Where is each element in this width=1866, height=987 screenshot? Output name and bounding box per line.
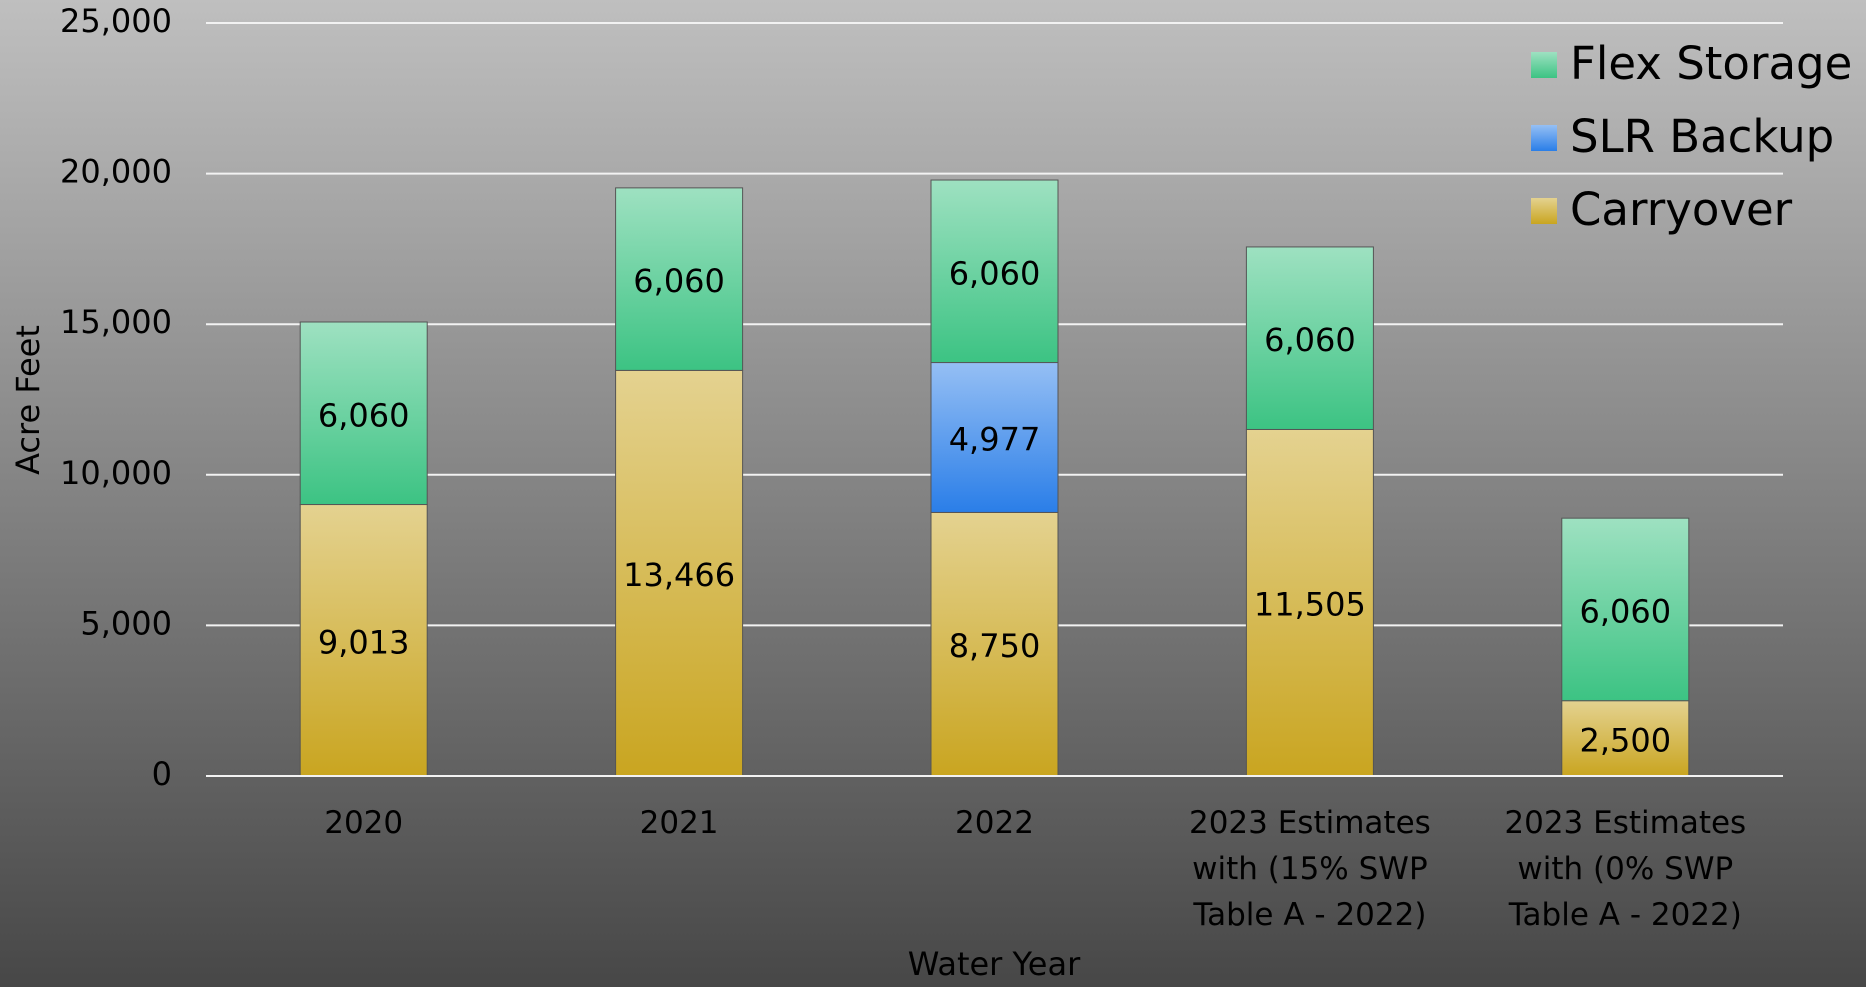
data-label: 11,505: [1254, 586, 1366, 624]
legend-swatch: [1531, 198, 1557, 224]
y-tick-label: 25,000: [60, 2, 172, 40]
legend-label: Carryover: [1570, 183, 1793, 236]
y-axis-title: Acre Feet: [9, 325, 47, 475]
data-label: 6,060: [633, 262, 725, 300]
y-tick-label: 10,000: [60, 454, 172, 492]
x-tick-label: 2021: [639, 805, 719, 841]
x-tick-label: 2020: [324, 805, 404, 841]
data-label: 9,013: [318, 623, 410, 661]
bar-segment: [299, 504, 428, 777]
data-label: 8,750: [949, 627, 1041, 665]
data-label: 6,060: [1579, 592, 1671, 630]
legend-label: Flex Storage: [1570, 37, 1852, 90]
x-tick-label: 2023 Estimates with (0% SWP Table A - 20…: [1504, 805, 1747, 933]
x-tick-label: 2023 Estimates with (15% SWP Table A - 2…: [1188, 805, 1431, 933]
bar-segment: [1561, 517, 1690, 702]
bar-segment: [615, 187, 744, 371]
bar-segment: [615, 369, 744, 777]
legend-swatch: [1531, 52, 1557, 78]
bar-segment: [299, 321, 428, 506]
bar-segment: [1245, 428, 1374, 777]
bar-segment: [930, 362, 1059, 513]
legend-label: SLR Backup: [1570, 110, 1834, 163]
y-tick-label: 15,000: [60, 303, 172, 341]
x-tick-label: 2022: [955, 805, 1034, 841]
data-label: 4,977: [949, 420, 1041, 458]
data-label: 2,500: [1579, 721, 1671, 759]
data-label: 6,060: [949, 254, 1041, 292]
bar-segment: [930, 179, 1059, 364]
y-tick-label: 5,000: [80, 604, 172, 642]
legend-swatch: [1531, 125, 1557, 151]
bar-segment: [1561, 700, 1690, 777]
data-label: 6,060: [318, 396, 410, 434]
data-label: 13,466: [623, 556, 735, 594]
data-label: 6,060: [1264, 321, 1356, 359]
bar-segment: [1245, 246, 1374, 430]
x-axis-title: Water Year: [908, 945, 1081, 983]
bar-segment: [930, 511, 1059, 777]
y-tick-label: 0: [152, 755, 172, 793]
y-tick-label: 20,000: [60, 153, 172, 191]
